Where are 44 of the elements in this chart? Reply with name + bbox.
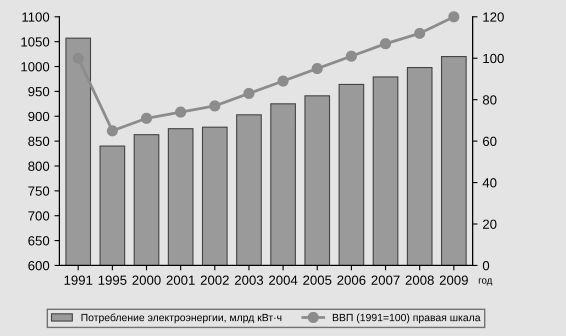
x-tick-label: 2004 xyxy=(269,276,298,285)
x-tick-label: 1995 xyxy=(98,276,126,285)
x-tick-label: 2009 xyxy=(440,276,468,285)
legend-label: ВВП (1991=100) правая шкала xyxy=(332,314,481,324)
y-tick-label: 850 xyxy=(28,136,50,146)
point xyxy=(346,50,357,62)
y-tick-label: 750 xyxy=(28,186,50,196)
x-tick-label: 2007 xyxy=(372,276,400,285)
y-tick-label: 1050 xyxy=(21,37,50,47)
y2-tick-label: 100 xyxy=(483,54,504,64)
point xyxy=(209,100,220,112)
y-tick-label: 700 xyxy=(28,211,50,221)
y-tick-label: 900 xyxy=(28,112,50,122)
x-tick-label: 1991 xyxy=(64,276,92,285)
x-tick-label: 2000 xyxy=(132,276,161,285)
point xyxy=(140,112,152,124)
y2-tick-label: 80 xyxy=(482,95,496,105)
y-tick-label: 650 xyxy=(28,236,50,246)
point xyxy=(106,125,118,136)
x-tick-label: 2001 xyxy=(166,276,195,285)
y2-tick-label: 60 xyxy=(483,136,496,146)
point xyxy=(380,38,392,50)
x-tick-label: 2006 xyxy=(337,276,366,285)
x-tick-label: 2002 xyxy=(200,276,229,285)
y2-tick-label: 20 xyxy=(482,220,496,229)
y2-tick-label: 120 xyxy=(483,12,504,22)
point xyxy=(175,106,186,118)
legend-label: Потребление электроэнергии, млрд кВт·ч xyxy=(82,313,282,324)
point xyxy=(414,28,426,39)
y2-tick-label: 40 xyxy=(482,178,496,188)
x-tick-label: 2008 xyxy=(406,276,434,285)
x-tick-label: 2005 xyxy=(303,276,332,285)
point xyxy=(243,88,254,100)
x-tick-label: 2003 xyxy=(234,276,264,285)
y-tick-label: 1000 xyxy=(21,62,50,72)
y-tick-label: 600 xyxy=(28,261,50,270)
point xyxy=(448,11,460,22)
y-tick-label: 950 xyxy=(28,86,50,96)
x-axis-title: год xyxy=(478,278,492,286)
point xyxy=(312,63,323,74)
y-tick-label: 800 xyxy=(28,162,50,171)
y-tick-label: 1100 xyxy=(22,12,50,22)
y2-tick-label: 0 xyxy=(482,261,490,270)
point xyxy=(278,75,289,87)
